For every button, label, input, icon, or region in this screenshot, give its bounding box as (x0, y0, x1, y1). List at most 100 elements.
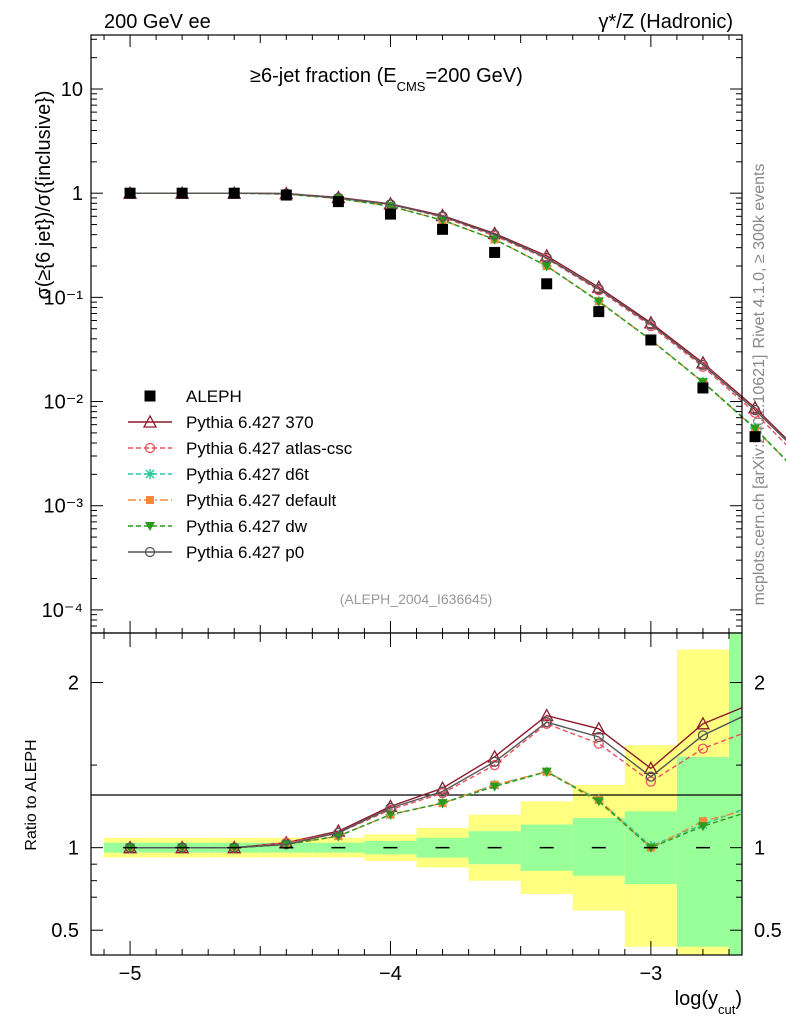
legend-label-2: Pythia 6.427 atlas-csc (186, 439, 353, 458)
ratio-5-point-10 (645, 771, 657, 782)
main-panel: 10 1 10⁻¹ 10⁻² 10⁻³ 10⁻⁴ ≥6-jet fraction (ECM… (33, 34, 786, 634)
uncertainty-band-inner-13 (781, 653, 786, 955)
data-point-2 (228, 187, 240, 199)
ratio-4-point-7 (489, 782, 500, 792)
y-axis-label: σ(≥{6 jet})/σ({inclusive}) (33, 90, 55, 299)
legend-marker-data (144, 390, 156, 402)
ratio-5-point-4 (333, 827, 344, 838)
ratio-1-point-9 (593, 738, 604, 749)
ratio-y-label: Ratio to ALEPH (23, 739, 40, 850)
data-point-0 (124, 187, 136, 199)
mcplots-label: mcplots.cern.ch [arXiv:2401.10621] (751, 355, 768, 606)
series-5-point-10 (645, 319, 657, 330)
uncertainty-band-inner-11 (676, 756, 729, 947)
ratio-0-point-10 (643, 761, 658, 775)
data-point-12 (749, 431, 761, 443)
ratio-4-point-6 (437, 799, 448, 809)
series-4-point-12 (750, 424, 761, 434)
y-tick-label-0: 10 (61, 79, 83, 101)
ratio-tick-label-left-0: 2 (68, 673, 79, 695)
analysis-tag: (ALEPH_2004_I636645) (340, 591, 493, 607)
data-point-4 (332, 196, 344, 208)
legend-label-data: ALEPH (186, 387, 242, 406)
ratio-tick-label-right-1: 1 (754, 838, 765, 860)
uncertainty-band-inner-12 (728, 633, 742, 955)
legend-label-1: Pythia 6.427 370 (186, 413, 314, 432)
uncertainty-band-inner-9 (572, 817, 625, 876)
x-tick-label-2: −3 (639, 963, 662, 985)
ratio-0-point-9 (591, 721, 606, 735)
ratio-4-point-12 (750, 806, 760, 815)
ratio-5-point-5 (385, 802, 396, 814)
ratio-3-point-11 (698, 817, 707, 826)
y-tick-label-1: 1 (72, 183, 83, 205)
series-5-point-7 (489, 229, 500, 240)
series-5-point-11 (697, 359, 709, 371)
y-tick-label-3: 10⁻² (44, 392, 84, 414)
y-tick-label-4: 10⁻³ (44, 496, 84, 518)
ratio-1-point-11 (697, 743, 709, 754)
data-point-9 (593, 306, 605, 318)
legend-label-6: Pythia 6.427 p0 (186, 543, 304, 562)
ratio-3-point-12 (751, 804, 759, 812)
ratio-0-point-11 (695, 716, 711, 730)
data-point-10 (645, 334, 657, 346)
data-point-1 (176, 187, 188, 199)
legend: ALEPH Pythia 6.427 370 Pythia 6.427 atla… (128, 387, 353, 562)
ratio-4-point-5 (385, 810, 396, 820)
chart-title: ≥6-jet fraction (ECMS=200 GeV) (250, 65, 523, 94)
series-5-point-6 (437, 211, 448, 222)
ratio-4-point-11 (697, 822, 708, 832)
data-point-5 (384, 208, 396, 220)
series-4-point-9 (593, 297, 604, 307)
series-4-point-8 (541, 262, 552, 272)
ratio-4-point-8 (541, 767, 552, 777)
ratio-tick-label-right-0: 2 (754, 673, 765, 695)
ratio-tick-label-left-1: 1 (68, 838, 79, 860)
data-points-layer (124, 187, 761, 443)
ratio-5-point-12 (751, 706, 760, 715)
series-5-point-12 (749, 404, 761, 416)
ratio-5-point-11 (697, 730, 709, 741)
ratio-tick-label-right-2: 0.5 (754, 920, 782, 942)
legend-marker-1 (144, 442, 156, 454)
ratio-panel: 2 2 1 1 0.5 0.5 −5 −4 −3 Ratio to ALEPH log(ycut… (23, 632, 786, 1017)
ratio-1-point-12 (751, 724, 760, 733)
data-point-3 (280, 189, 292, 201)
ratio-5-point-6 (437, 786, 448, 797)
legend-marker-4 (145, 522, 155, 531)
x-tick-label-1: −4 (379, 963, 402, 985)
data-point-11 (697, 382, 709, 394)
series-5-point-8 (541, 252, 552, 263)
data-point-8 (541, 278, 553, 290)
x-tick-label-0: −5 (119, 963, 142, 985)
series-4-point-7 (489, 235, 500, 245)
header-left: 200 GeV ee (104, 11, 211, 33)
ratio-0-point-12 (749, 696, 761, 707)
legend-marker-2 (145, 469, 155, 479)
ratio-line-5 (130, 716, 742, 849)
legend-marker-0 (142, 414, 158, 428)
ratio-5-point-9 (593, 731, 604, 743)
x-axis-label: log(ycut) (675, 988, 742, 1017)
legend-marker-5 (144, 546, 156, 558)
uncertainty-band-outer-13 (781, 653, 786, 955)
ratio-4-point-9 (593, 797, 604, 807)
ratio-5-point-7 (489, 756, 500, 767)
series-1-point-12 (749, 407, 761, 418)
y-tick-label-2: 10⁻¹ (44, 287, 84, 309)
legend-label-3: Pythia 6.427 d6t (186, 465, 309, 484)
ratio-2-point-12 (750, 800, 760, 810)
header-right: γ*/Z (Hadronic) (599, 11, 733, 33)
y-tick-label-5: 10⁻⁴ (42, 600, 83, 622)
ratio-4-point-4 (333, 832, 344, 842)
data-point-6 (437, 223, 449, 235)
rivet-label: Rivet 4.1.0, ≥ 300k events (751, 164, 768, 349)
series-5-point-9 (593, 283, 604, 295)
ratio-5-point-8 (541, 717, 552, 728)
ratio-tick-label-left-2: 0.5 (51, 920, 79, 942)
data-point-7 (489, 246, 501, 258)
legend-label-4: Pythia 6.427 default (186, 491, 337, 510)
legend-label-5: Pythia 6.427 dw (186, 517, 308, 536)
